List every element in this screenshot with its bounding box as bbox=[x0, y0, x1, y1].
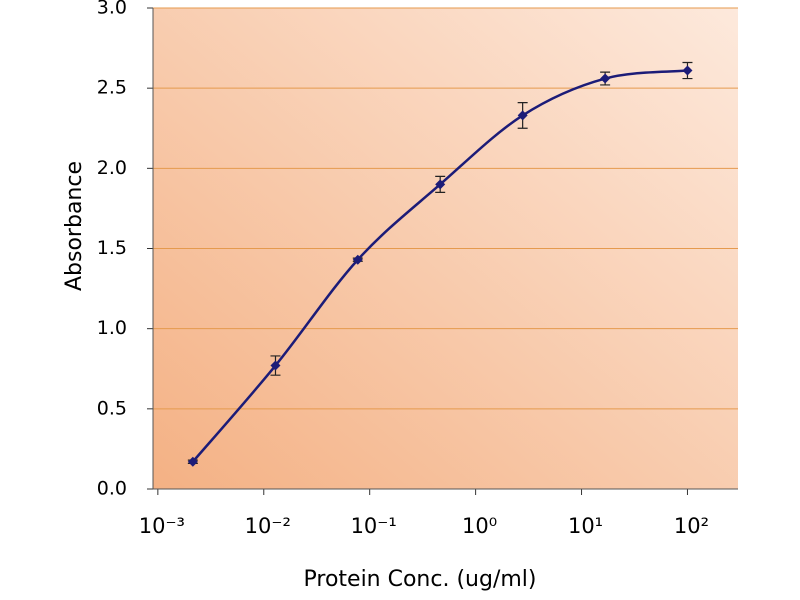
data-point bbox=[352, 254, 363, 265]
data-point bbox=[682, 65, 693, 76]
data-point bbox=[600, 73, 611, 84]
data-point bbox=[187, 456, 198, 467]
y-tick-label: 0.0 bbox=[97, 478, 127, 500]
x-tick-label: 10⁻¹ bbox=[351, 514, 397, 538]
y-tick-label: 3.0 bbox=[97, 0, 127, 19]
y-tick-label: 2.0 bbox=[97, 157, 127, 179]
x-tick-label: 10² bbox=[674, 514, 709, 538]
y-tick-label: 2.5 bbox=[97, 77, 127, 99]
x-tick-label: 10⁰ bbox=[462, 514, 497, 538]
y-tick-label: 0.5 bbox=[97, 397, 127, 419]
x-tick-label: 10⁻² bbox=[245, 514, 291, 538]
x-tick-label: 10¹ bbox=[568, 514, 603, 538]
x-tick-label: 10⁻³ bbox=[139, 514, 185, 538]
y-tick-label: 1.0 bbox=[97, 317, 127, 339]
y-tick-label: 1.5 bbox=[97, 237, 127, 259]
y-axis-title: Absorbance bbox=[62, 161, 87, 291]
data-point bbox=[270, 360, 281, 371]
data-point bbox=[517, 110, 528, 121]
data-point bbox=[435, 179, 446, 190]
x-axis-title: Protein Conc. (ug/ml) bbox=[304, 567, 537, 592]
